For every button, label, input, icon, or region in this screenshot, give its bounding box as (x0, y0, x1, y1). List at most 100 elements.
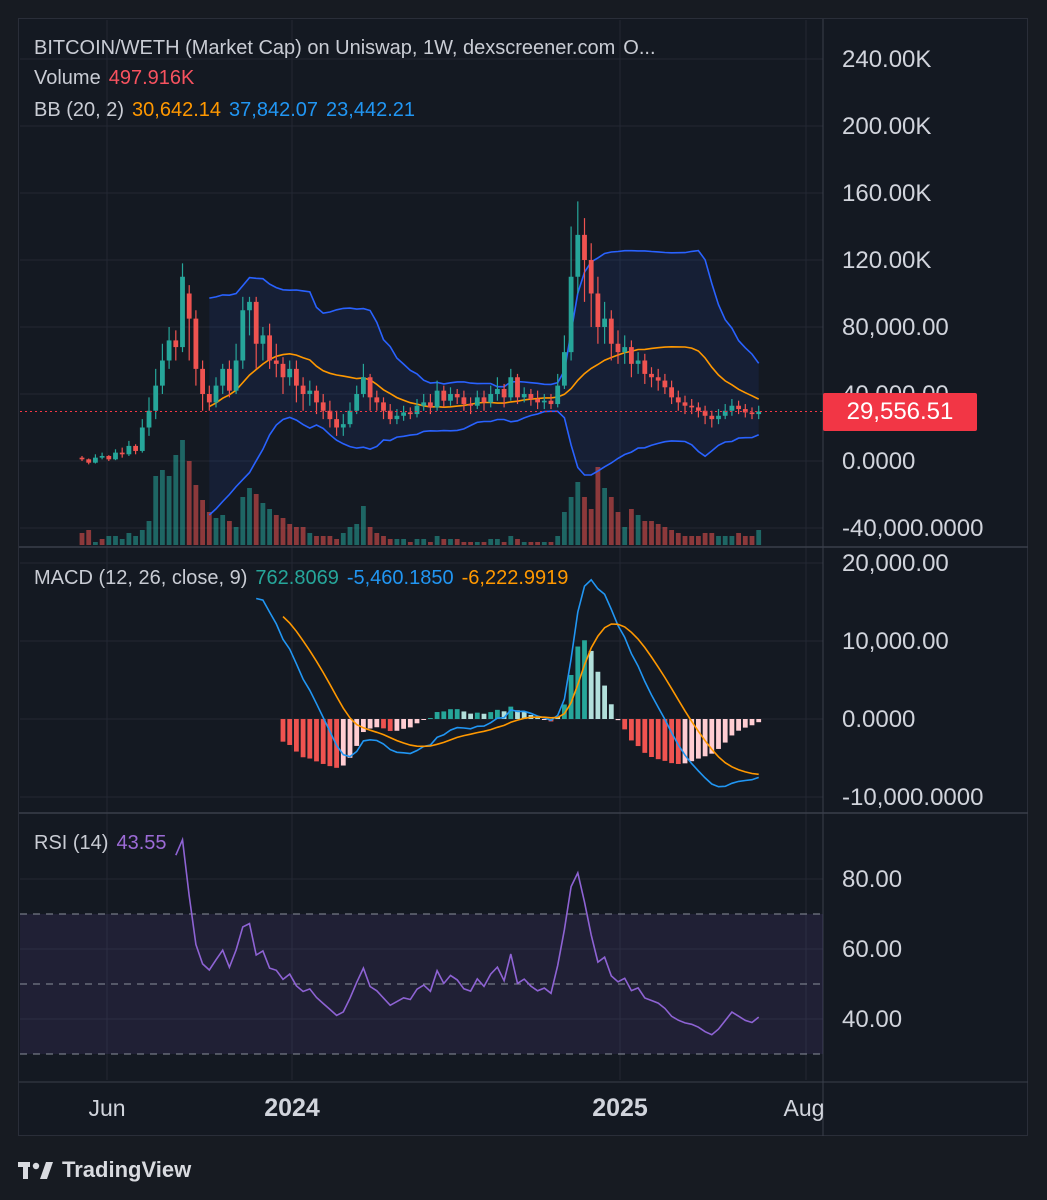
candle-body (481, 397, 487, 403)
candle-body (548, 400, 554, 405)
macd-histogram-bar (474, 712, 480, 719)
macd-histogram-bar (562, 704, 567, 719)
macd-histogram-bar (595, 671, 601, 719)
candle-body (562, 352, 567, 386)
volume-bar (354, 524, 360, 545)
macd-line (256, 578, 759, 788)
volume-bar (588, 509, 594, 545)
macd-histogram-bar (736, 719, 741, 731)
time-axis-tick: 2024 (264, 1094, 320, 1122)
bb-fill (209, 250, 759, 516)
candle-body (106, 455, 112, 460)
volume-value: 497.916K (108, 67, 195, 89)
macd-histogram-bar (662, 719, 668, 761)
volume-bar (622, 527, 628, 545)
candle-body (153, 385, 159, 411)
signal-line (282, 616, 759, 776)
candle-body (441, 390, 447, 401)
macd-hist-value: 762.8069 (255, 567, 339, 589)
candle-body (595, 293, 601, 327)
candle-body (461, 397, 467, 405)
macd-histogram-bar (716, 719, 721, 749)
candle-body (126, 445, 132, 455)
candle-body (448, 394, 453, 401)
candle-body (260, 335, 266, 344)
volume-bar (193, 485, 199, 545)
macd-histogram-bar (481, 713, 487, 719)
candle-body (160, 360, 165, 386)
candle-body (407, 412, 413, 415)
macd-histogram-bar (682, 719, 688, 764)
macd-histogram-bar (347, 719, 353, 758)
candle-body (113, 452, 118, 460)
volume-bar (186, 461, 192, 545)
macd-histogram-bar (334, 719, 339, 768)
candle-body (568, 276, 574, 353)
candle-body (649, 373, 654, 378)
macd-histogram-bar (340, 719, 346, 766)
volume-bar (635, 515, 641, 545)
volume-bar (595, 467, 601, 545)
macd-histogram-bar (756, 719, 762, 723)
candle-body (629, 347, 634, 364)
time-axis-tick: Aug (784, 1095, 825, 1121)
macd-axis-tick: 0.0000 (842, 706, 915, 733)
candle-body (180, 276, 185, 348)
volume-bar (240, 497, 246, 545)
volume-bar (273, 515, 279, 545)
price-axis-tick: 0.0000 (842, 448, 915, 475)
macd-histogram-bar (615, 719, 621, 721)
macd-histogram-bar (689, 719, 695, 762)
volume-bar (716, 536, 721, 545)
volume-bar (689, 536, 695, 545)
volume-bar (227, 521, 232, 545)
volume-bar (133, 536, 138, 545)
macd-histogram-bar (515, 710, 520, 719)
price-axis-tick: 200.00K (842, 113, 931, 140)
rsi-axis-tick: 40.00 (842, 1006, 902, 1033)
macd-histogram-bar (508, 706, 514, 719)
volume-bar (320, 536, 326, 545)
volume-legend: Volume 497.916K (34, 68, 202, 88)
bollinger-band-fill (209, 250, 759, 516)
macd-histogram-bar (468, 713, 473, 719)
volume-bar (280, 518, 286, 545)
macd-histogram-bar (521, 712, 527, 719)
candle-body (227, 368, 232, 391)
candle-body (381, 402, 386, 411)
macd-histogram-bar (629, 719, 634, 741)
candle-body (468, 404, 473, 406)
volume-bar (79, 533, 85, 545)
volume-bar (615, 512, 621, 545)
volume-bar (468, 542, 473, 545)
candles[interactable] (20, 201, 823, 465)
volume-bar (756, 530, 762, 545)
volume-bar (541, 542, 547, 545)
candle-body (722, 410, 728, 416)
rsi-axis-tick: 80.00 (842, 866, 902, 893)
candle-body (535, 399, 540, 403)
candle-body (186, 293, 192, 319)
macd-label: MACD (12, 26, close, 9) (34, 567, 248, 589)
time-axis-tick: Jun (88, 1095, 125, 1121)
volume-bar (515, 539, 520, 545)
candle-body (166, 340, 172, 361)
rsi-panel (20, 836, 823, 1055)
chart-title: BITCOIN/WETH (Market Cap) on Uniswap, 1W… (34, 37, 616, 59)
candle-body (86, 459, 92, 463)
tradingview-footer[interactable]: TradingView (18, 1150, 191, 1190)
candle-body (622, 347, 628, 353)
chart-frame (18, 18, 1028, 1136)
volume-bars (79, 440, 762, 545)
volume-bar (260, 503, 266, 545)
macd-histogram-bar (495, 709, 500, 719)
macd-histogram-bar (387, 719, 393, 731)
volume-bar (334, 539, 339, 545)
volume-bar (548, 542, 554, 545)
volume-bar (213, 518, 219, 545)
volume-bar (367, 527, 373, 545)
volume-bar (736, 533, 741, 545)
price-axis-tick: 240.00K (842, 46, 931, 73)
macd-histogram-bar (568, 674, 574, 719)
